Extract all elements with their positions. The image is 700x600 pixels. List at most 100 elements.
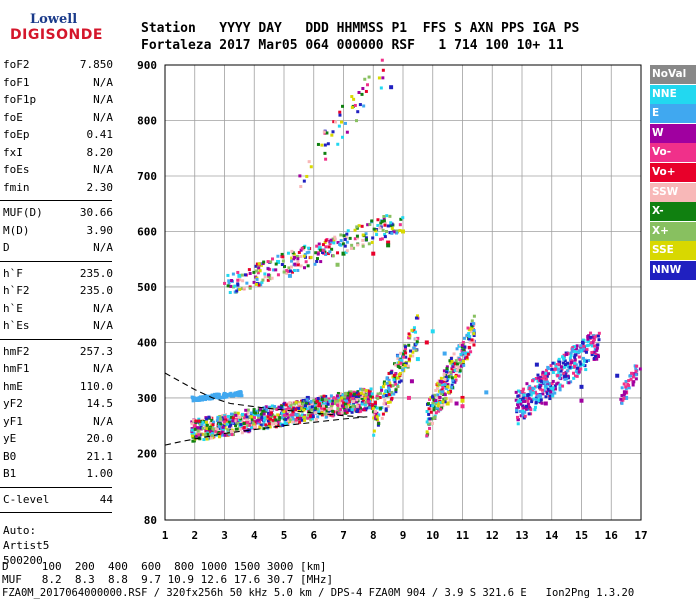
trace-point	[296, 268, 300, 272]
trace-point	[463, 353, 467, 357]
trace-point	[367, 242, 371, 246]
param-label: yE	[3, 432, 17, 445]
trace-point	[210, 418, 214, 422]
trace-point	[357, 392, 361, 396]
trace-point	[201, 421, 205, 425]
trace-point	[209, 436, 213, 440]
trace-point	[298, 420, 302, 424]
trace-point	[448, 375, 452, 379]
data-point-vo-	[386, 240, 391, 245]
trace-point	[533, 385, 537, 389]
trace-point	[300, 246, 304, 250]
trace-point	[321, 404, 325, 408]
trace-point	[624, 387, 628, 391]
trace-point	[286, 409, 290, 413]
trace-point	[221, 418, 225, 422]
trace-point	[238, 419, 242, 423]
param-value: N/A	[93, 319, 113, 332]
trace-point	[350, 408, 354, 412]
data-point-nne	[317, 246, 322, 251]
trace-point	[443, 377, 447, 381]
trace-point	[316, 410, 320, 414]
param-label: fxI	[3, 145, 23, 159]
trace-point	[216, 393, 220, 397]
legend-item-e: E	[650, 104, 696, 124]
trace-point	[569, 362, 573, 366]
trace-point	[360, 394, 364, 398]
trace-point	[558, 383, 562, 387]
data-point-nne	[415, 357, 420, 362]
param-fof1: foF1 N/A	[3, 76, 113, 93]
trace-point	[309, 165, 313, 169]
trace-point	[304, 260, 308, 264]
trace-point	[223, 395, 227, 399]
trace-point	[544, 371, 548, 375]
param-value: 235.0	[79, 266, 113, 280]
trace-point	[527, 412, 531, 416]
trace-point	[427, 407, 431, 411]
trace-point	[266, 278, 270, 282]
trace-point	[343, 402, 347, 406]
trace-point	[333, 401, 337, 405]
trace-point	[321, 248, 325, 252]
trace-point	[245, 415, 249, 419]
trace-point	[192, 418, 196, 422]
trace-point	[398, 358, 402, 362]
trace-point	[581, 341, 585, 345]
trace-point	[468, 335, 472, 339]
trace-point	[203, 433, 207, 437]
trace-point	[266, 411, 270, 415]
trace-point	[208, 436, 212, 440]
trace-point	[472, 329, 476, 333]
trace-point	[316, 396, 320, 400]
param-label: hmF2	[3, 344, 30, 358]
trace-point	[346, 229, 350, 233]
trace-point	[398, 223, 402, 227]
trace-point	[581, 338, 585, 342]
trace-point	[451, 370, 455, 374]
trace-point	[338, 402, 342, 406]
trace-point	[330, 400, 334, 404]
y-tick-label: 700	[137, 170, 157, 183]
trace-point	[376, 397, 380, 401]
trace-point	[331, 409, 335, 413]
trace-point	[268, 277, 272, 281]
trace-point	[292, 413, 296, 417]
trace-point	[399, 379, 403, 383]
trace-point	[336, 391, 340, 395]
trace-point	[198, 398, 202, 402]
trace-point	[205, 423, 209, 427]
param-value: N/A	[93, 414, 113, 428]
trace-point	[233, 419, 237, 423]
trace-point	[549, 390, 553, 394]
trace-point	[316, 252, 320, 256]
trace-point	[590, 351, 594, 355]
trace-point	[257, 266, 261, 270]
trace-point	[252, 423, 256, 427]
trace-point	[382, 216, 386, 220]
trace-point	[349, 246, 353, 250]
trace-point	[351, 394, 355, 398]
param-label: B1	[3, 467, 17, 480]
trace-point	[274, 418, 278, 422]
trace-point	[219, 395, 223, 399]
trace-point	[339, 239, 343, 243]
trace-point	[324, 157, 328, 161]
trace-point	[220, 430, 224, 434]
trace-point	[536, 394, 540, 398]
trace-point	[438, 400, 442, 404]
legend-item-sse: SSE	[650, 241, 696, 261]
trace-point	[540, 401, 544, 405]
trace-point	[230, 421, 234, 425]
trace-point	[239, 391, 243, 395]
trace-point	[297, 251, 301, 255]
trace-point	[467, 345, 471, 349]
trace-point	[350, 95, 354, 99]
trace-point	[244, 408, 248, 412]
trace-point	[252, 280, 256, 284]
trace-point	[396, 385, 400, 389]
trace-point	[320, 396, 324, 400]
trace-point	[408, 349, 412, 353]
trace-point	[576, 366, 580, 370]
trace-point	[369, 398, 373, 402]
